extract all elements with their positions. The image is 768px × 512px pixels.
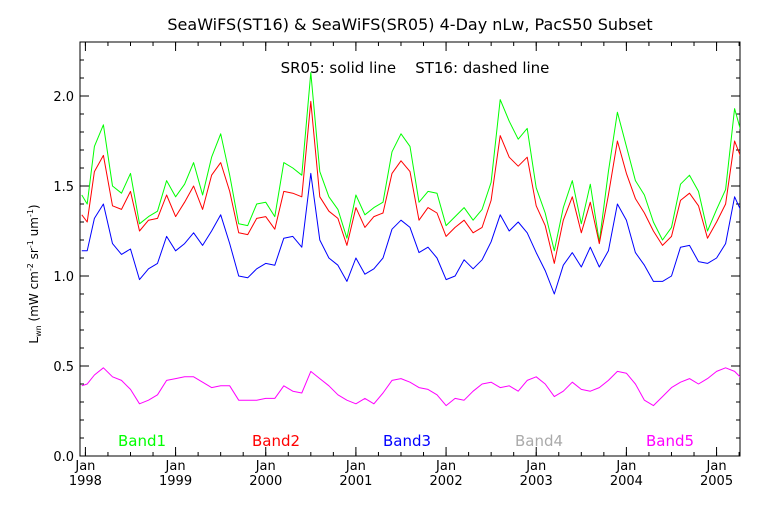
y-tick-label: 0.0 — [53, 450, 74, 465]
legend-item-band3: Band3 — [383, 432, 431, 450]
series-line-band1 — [81, 72, 740, 252]
chart-title: SeaWiFS(ST16) & SeaWiFS(SR05) 4-Day nLw,… — [167, 15, 652, 34]
x-tick-label-year: 1999 — [159, 474, 192, 489]
y-axis-label-units-3: um — [27, 217, 41, 240]
y-axis-label-exp-2: -1 — [26, 240, 35, 248]
x-tick-label-year: 2004 — [610, 474, 643, 489]
x-tick-label-month: Jan — [525, 459, 546, 474]
x-tick-label-month: Jan — [615, 459, 636, 474]
series-lines — [81, 72, 740, 407]
x-tick-label-month: Jan — [255, 459, 276, 474]
y-axis-label-units-2: sr — [27, 248, 41, 263]
svg-text:Lwn (mW cm-2 sr-1 um-1): Lwn (mW cm-2 sr-1 um-1) — [26, 204, 43, 343]
series-line-band5 — [81, 367, 740, 407]
line-style-annotation: SR05: solid line ST16: dashed line — [281, 59, 550, 77]
x-tick-label-month: Jan — [435, 459, 456, 474]
y-tick-label: 2.0 — [53, 90, 74, 105]
x-tick-label-year: 2002 — [430, 474, 463, 489]
x-tick-label-year: 1998 — [69, 474, 102, 489]
legend-item-band2: Band2 — [252, 432, 300, 450]
y-tick-label: 0.5 — [53, 360, 74, 375]
y-axis-label-close: ) — [27, 204, 41, 209]
x-tick-label-month: Jan — [345, 459, 366, 474]
y-axis-label-exp-3: -1 — [26, 209, 35, 217]
x-tick-label-year: 2003 — [520, 474, 553, 489]
legend-item-band5: Band5 — [646, 432, 694, 450]
y-tick-label: 1.5 — [53, 180, 74, 195]
x-tick-label-year: 2000 — [249, 474, 282, 489]
x-tick-label-month: Jan — [165, 459, 186, 474]
y-axis-label-units-1: (mW cm — [27, 271, 41, 325]
y-axis-label-symbol: L — [27, 337, 41, 344]
legend-item-band1: Band1 — [118, 432, 166, 450]
y-tick-label: 1.0 — [53, 270, 74, 285]
plot-frame — [79, 41, 741, 457]
x-tick-label-year: 2005 — [700, 474, 733, 489]
y-axis-label-exp-1: -2 — [26, 263, 35, 271]
x-tick-label-month: Jan — [706, 459, 727, 474]
y-axis-label-subscript: wn — [34, 325, 43, 337]
series-line-band3 — [81, 172, 740, 295]
series-line-band2 — [81, 100, 740, 264]
x-tick-label-month: Jan — [74, 459, 95, 474]
legend-item-band4: Band4 — [515, 432, 563, 450]
axes: 0.00.51.01.52.0Jan1998Jan1999Jan2000Jan2… — [53, 41, 741, 489]
y-axis-label: Lwn (mW cm-2 sr-1 um-1) — [26, 204, 43, 343]
legend: Band1 Band2 Band3 Band4 Band5 — [118, 432, 694, 450]
x-tick-label-year: 2001 — [339, 474, 372, 489]
